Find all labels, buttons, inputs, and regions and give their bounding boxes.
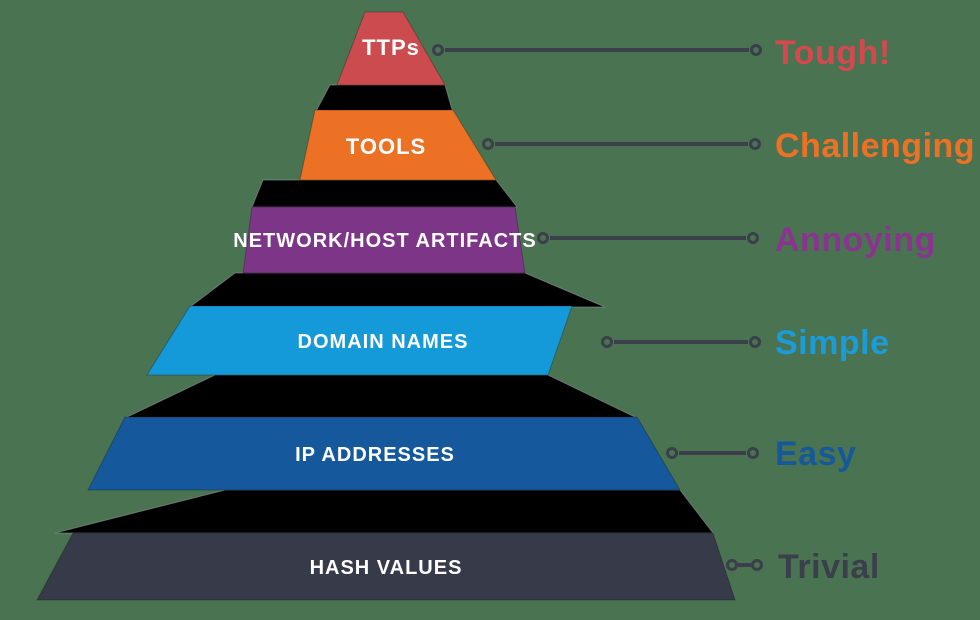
connector-ring-right-hash: [751, 559, 763, 571]
shadow-gap-2: [251, 179, 519, 208]
layer-label-tools: TOOLS: [346, 134, 426, 159]
layer-label-hash-values: HASH VALUES: [310, 557, 463, 579]
connector-ring-right-ip: [747, 447, 759, 459]
connector-ring-right-tools: [749, 138, 761, 150]
layer-label-network-host-artifacts: NETWORK/HOST ARTIFACTS: [233, 230, 536, 252]
connector-ring-left-network: [537, 232, 549, 244]
connector-ring-right-ttps: [750, 44, 762, 56]
connector-ring-left-ttps: [432, 44, 444, 56]
connector-hash-values: [726, 559, 763, 571]
layer-ttps: [336, 11, 446, 86]
difficulty-label-annoying: Annoying: [775, 221, 936, 259]
shadow-gap-1: [314, 84, 454, 114]
connector-ring-left-hash: [726, 559, 738, 571]
layer-tools: [299, 109, 497, 181]
connector-ring-right-domain: [749, 336, 761, 348]
layer-network-host-artifacts: [242, 206, 526, 274]
connector-ip-addresses: [666, 447, 759, 459]
difficulty-label-challenging: Challenging: [775, 127, 975, 165]
layer-label-ttps: TTPs: [362, 35, 420, 60]
connector-tools: [482, 138, 761, 150]
difficulty-label-easy: Easy: [775, 435, 856, 473]
connector-network-host-artifacts: [537, 232, 759, 244]
layer-domain-names: [146, 305, 573, 376]
connector-ring-left-tools: [482, 138, 494, 150]
layer-ip-addresses: [87, 416, 681, 491]
layer-hash-values: [36, 532, 736, 601]
difficulty-label-simple: Simple: [775, 324, 889, 362]
layer-label-domain-names: DOMAIN NAMES: [298, 331, 469, 353]
shadow-gap-4: [124, 374, 638, 419]
connector-domain-names: [601, 336, 761, 348]
connector-ring-left-domain: [601, 336, 613, 348]
connector-ring-left-ip: [666, 447, 678, 459]
layer-label-ip-addresses: IP ADDRESSES: [295, 444, 455, 466]
difficulty-label-trivial: Trivial: [778, 548, 880, 586]
difficulty-label-tough: Tough!: [775, 34, 891, 72]
connector-ttps: [432, 44, 762, 56]
connector-ring-right-network: [747, 232, 759, 244]
